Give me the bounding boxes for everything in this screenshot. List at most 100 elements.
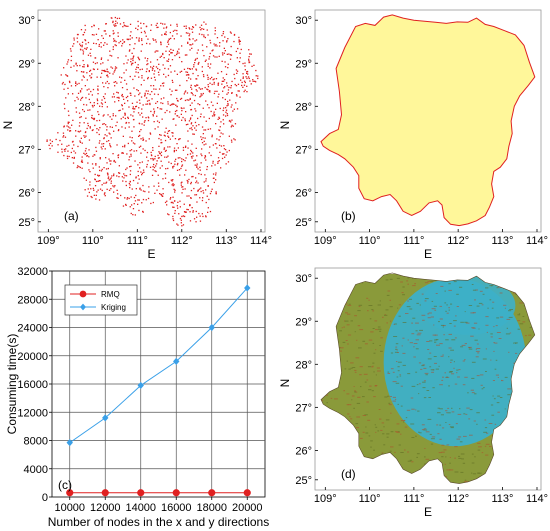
sample-point xyxy=(199,96,201,98)
sample-point xyxy=(192,175,194,178)
sample-point xyxy=(129,38,131,40)
sample-point xyxy=(96,120,98,122)
sample-point xyxy=(77,165,79,167)
sample-point xyxy=(196,57,198,60)
sample-point xyxy=(186,71,189,73)
sample-point xyxy=(191,92,193,94)
sample-point xyxy=(170,52,173,54)
sample-point xyxy=(108,179,110,181)
sample-point xyxy=(199,215,201,217)
sample-point xyxy=(238,41,240,43)
sample-point xyxy=(170,71,172,73)
sample-point xyxy=(72,162,75,164)
sample-point xyxy=(110,182,112,184)
sample-point xyxy=(166,132,169,134)
relief-cell xyxy=(402,364,406,366)
sample-point xyxy=(174,191,176,193)
sample-point xyxy=(254,80,256,82)
relief-cell xyxy=(494,342,498,344)
sample-point xyxy=(160,154,163,157)
sample-point xyxy=(55,138,57,141)
sample-point xyxy=(131,52,133,54)
sample-point xyxy=(103,137,105,139)
relief-cell xyxy=(431,300,434,302)
sample-point xyxy=(199,116,202,118)
relief-cell xyxy=(400,420,405,422)
sample-point xyxy=(158,185,160,187)
sample-point xyxy=(228,120,231,122)
sample-point xyxy=(133,150,135,152)
sample-point xyxy=(125,204,127,206)
relief-cell xyxy=(396,277,400,279)
sample-point xyxy=(185,25,187,27)
sample-point xyxy=(153,185,155,187)
relief-cell xyxy=(499,397,503,398)
sample-point xyxy=(68,80,71,82)
relief-cell xyxy=(400,452,404,453)
sample-point xyxy=(106,68,108,70)
sample-point xyxy=(184,146,187,148)
sample-point xyxy=(169,31,171,34)
sample-point xyxy=(225,109,228,111)
sample-point xyxy=(164,135,166,137)
sample-point xyxy=(228,149,230,152)
sample-point xyxy=(235,85,238,87)
relief-cell xyxy=(442,326,444,328)
relief-cell xyxy=(425,458,430,460)
lat-tick-label: 30° xyxy=(295,273,312,285)
sample-point xyxy=(218,144,221,146)
sample-point xyxy=(115,25,117,27)
sample-point xyxy=(187,42,189,44)
sample-point xyxy=(76,33,79,36)
sample-point xyxy=(86,47,88,49)
sample-point xyxy=(238,40,240,42)
sample-point xyxy=(69,127,71,129)
sample-point xyxy=(157,154,159,157)
sample-point xyxy=(135,68,137,70)
sample-point xyxy=(51,145,53,147)
sample-point xyxy=(226,85,228,87)
sample-point xyxy=(233,33,236,36)
sample-point xyxy=(98,28,100,30)
sample-point xyxy=(198,61,200,64)
sample-point xyxy=(82,75,84,77)
sample-point xyxy=(167,41,169,43)
sample-point xyxy=(189,98,191,100)
sample-point xyxy=(195,58,197,60)
sample-point xyxy=(144,95,146,97)
relief-cell xyxy=(487,307,489,309)
relief-cell xyxy=(424,448,426,449)
sample-point xyxy=(153,76,156,78)
sample-point xyxy=(218,160,220,162)
relief-cell xyxy=(360,386,362,388)
sample-point xyxy=(82,66,84,68)
sample-point xyxy=(212,144,214,146)
relief-cell xyxy=(422,364,425,366)
relief-cell xyxy=(496,317,500,319)
relief-cell xyxy=(519,323,524,325)
relief-cell xyxy=(404,426,408,428)
relief-cell xyxy=(473,322,478,324)
sample-point xyxy=(90,90,92,93)
sample-point xyxy=(171,132,173,134)
sample-point xyxy=(101,103,104,105)
sample-point xyxy=(181,215,183,218)
sample-point xyxy=(159,152,161,154)
relief-cell xyxy=(434,309,437,311)
sample-point xyxy=(194,108,196,110)
sample-point xyxy=(148,138,150,140)
sample-point xyxy=(188,195,190,197)
sample-point xyxy=(224,66,227,68)
sample-point xyxy=(126,62,128,64)
sample-point xyxy=(235,50,237,53)
relief-cell xyxy=(504,408,506,410)
relief-cell xyxy=(508,351,510,353)
sample-point xyxy=(102,37,104,39)
sample-point xyxy=(138,57,140,60)
sample-point xyxy=(153,121,155,123)
sample-point xyxy=(116,22,118,24)
relief-cell xyxy=(437,433,440,435)
sample-point xyxy=(99,127,101,129)
sample-point xyxy=(146,60,148,62)
relief-cell xyxy=(472,473,477,475)
